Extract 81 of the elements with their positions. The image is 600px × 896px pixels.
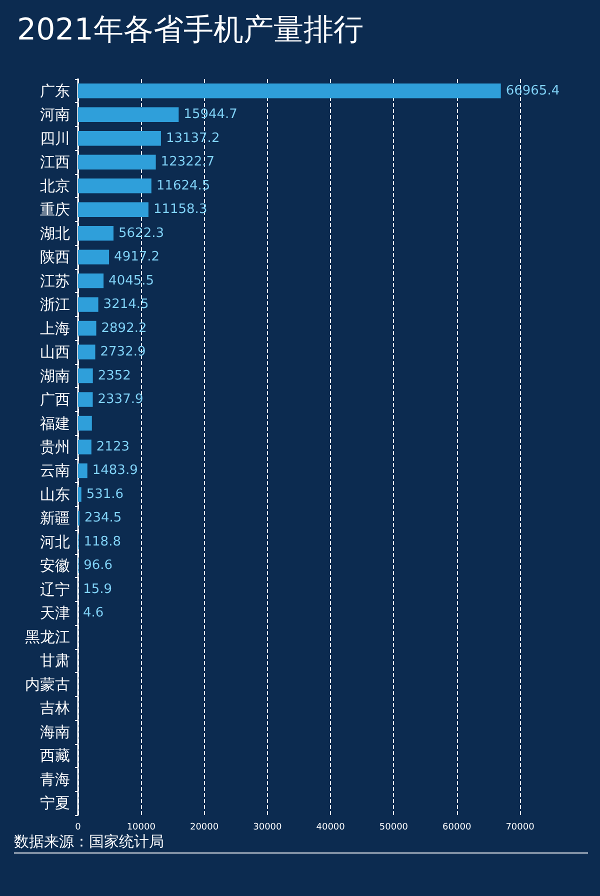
data-label: 12322.7 [160, 154, 215, 170]
data-label: 118.8 [84, 534, 121, 550]
y-tick-label: 安徽 [40, 556, 70, 575]
data-label: 2337.9 [98, 392, 144, 408]
y-tick-label: 宁夏 [40, 794, 70, 812]
x-tick-label: 10000 [126, 822, 156, 832]
data-label: 531.6 [86, 486, 124, 502]
y-tick-label: 吉林 [40, 699, 70, 718]
y-tick-label: 重庆 [40, 200, 70, 219]
y-tick-label: 福建 [40, 414, 70, 432]
y-tick-label: 广西 [40, 390, 70, 409]
x-tick-label: 30000 [253, 822, 282, 832]
y-tick-label: 天津 [40, 604, 70, 622]
data-label: 2352 [98, 368, 131, 384]
y-tick-label: 广东 [40, 82, 70, 100]
y-tick-label: 四川 [40, 129, 70, 148]
y-tick-label: 贵州 [40, 438, 70, 456]
data-label: 2892.2 [101, 320, 147, 336]
bar [78, 250, 110, 264]
bar [78, 226, 114, 241]
y-tick-label: 浙江 [40, 296, 70, 314]
bar [78, 320, 96, 336]
bar [78, 202, 148, 217]
y-tick-label: 辽宁 [40, 580, 70, 598]
data-label: 15944.7 [184, 107, 238, 122]
bar [78, 84, 501, 98]
bar [78, 297, 98, 312]
bar [78, 440, 92, 454]
bar [78, 416, 92, 431]
x-tick-label: 60000 [442, 822, 472, 832]
x-tick-label: 50000 [379, 822, 408, 832]
y-tick-label: 内蒙古 [25, 675, 70, 694]
data-label: 234.5 [84, 510, 122, 526]
chart-title: 2021年各省手机产量排行 [17, 12, 364, 48]
bar [78, 154, 156, 170]
source-note: 数据来源：国家统计局 [14, 832, 164, 850]
data-label: 13137.2 [166, 130, 220, 146]
data-label: 5622.3 [118, 226, 164, 241]
y-tick-label: 陕西 [40, 248, 70, 266]
y-tick-label: 云南 [40, 462, 70, 480]
data-label: 1483.9 [92, 463, 138, 478]
bar [78, 344, 96, 360]
data-label: 4045.5 [108, 273, 154, 288]
y-tick-label: 河北 [40, 532, 70, 551]
data-label: 66965.4 [506, 83, 560, 98]
y-tick-label: 西藏 [40, 746, 70, 765]
bar [78, 487, 82, 502]
y-tick-label: 山西 [40, 343, 70, 362]
data-label: 3214.5 [103, 297, 149, 312]
data-label: 11158.3 [153, 202, 208, 218]
x-tick-label: 70000 [506, 822, 535, 832]
y-tick-label: 青海 [40, 770, 70, 788]
y-tick-label: 湖南 [40, 366, 70, 385]
y-tick-label: 湖北 [40, 224, 70, 242]
y-tick-label: 黑龙江 [25, 628, 70, 646]
x-tick-label: 40000 [316, 822, 346, 832]
data-label: 11624.5 [156, 178, 210, 194]
y-tick-label: 江苏 [40, 272, 70, 290]
y-tick-label: 山东 [40, 485, 70, 504]
data-label: 15.9 [83, 582, 112, 597]
data-label: 4.6 [83, 606, 104, 621]
y-tick-label: 江西 [40, 153, 70, 172]
y-tick-label: 新疆 [40, 509, 70, 528]
bar [78, 107, 179, 122]
bar [78, 273, 104, 288]
x-tick-label: 20000 [190, 822, 219, 832]
data-label: 4917.2 [114, 250, 160, 265]
data-label: 2732.9 [100, 344, 146, 360]
bar [78, 130, 161, 146]
data-label: 2123 [96, 440, 130, 454]
y-tick-label: 海南 [40, 722, 70, 741]
data-label: 96.6 [84, 558, 113, 574]
bar [78, 178, 152, 194]
y-tick-label: 甘肃 [40, 652, 70, 670]
bar [78, 392, 93, 407]
bar [78, 463, 88, 478]
x-tick-label: 0 [75, 822, 82, 832]
y-tick-label: 北京 [40, 176, 70, 195]
bar [78, 368, 93, 384]
y-tick-label: 上海 [40, 319, 70, 338]
y-tick-label: 河南 [40, 106, 70, 124]
